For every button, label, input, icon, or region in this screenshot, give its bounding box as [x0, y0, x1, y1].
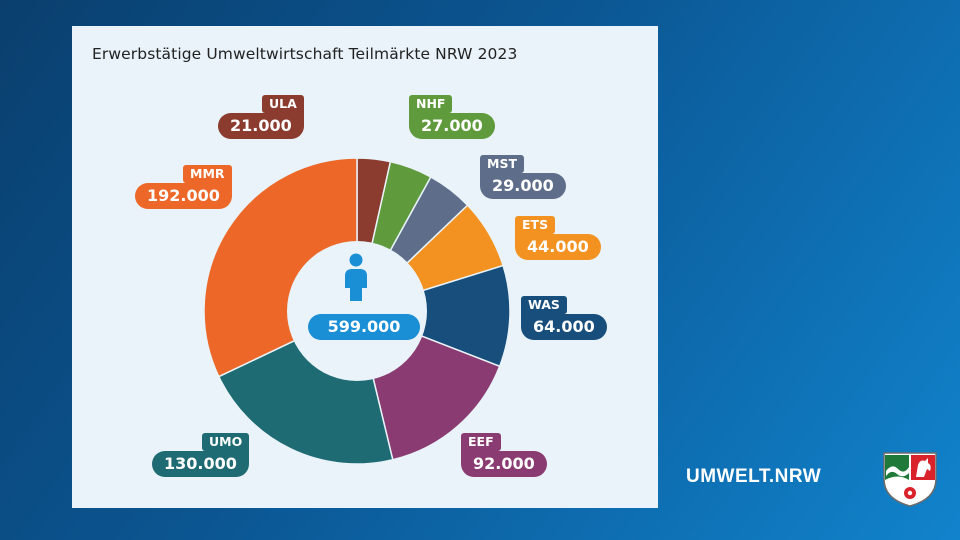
slice-label-umo: UMO [202, 433, 250, 451]
slice-value-ets: 44.000 [515, 234, 601, 260]
slice-was [354, 264, 511, 368]
slice-value-was: 64.000 [521, 314, 607, 340]
slice-value-umo: 130.000 [152, 451, 249, 477]
brand-name: UMWELT.NRW [686, 466, 822, 487]
slice-label-ets: ETS [515, 216, 556, 234]
chart-title: Erwerbstätige Umweltwirtschaft Teilmärkt… [92, 45, 518, 63]
donut-hole [287, 241, 427, 381]
slice-value-eef: 92.000 [461, 451, 547, 477]
slice-value-nhf: 27.000 [409, 113, 495, 139]
slice-label-mmr: MMR [183, 165, 232, 183]
chart-panel: Erwerbstätige Umweltwirtschaft Teilmärkt… [72, 26, 658, 508]
slice-value-mmr: 192.000 [135, 183, 232, 209]
total-value: 599.000 [308, 314, 420, 340]
slice-value-mst: 29.000 [480, 173, 566, 199]
donut-chart [203, 157, 511, 465]
slice-label-ula: ULA [262, 95, 304, 113]
slice-label-mst: MST [480, 155, 524, 173]
slice-label-was: WAS [521, 296, 567, 314]
slice-label-nhf: NHF [409, 95, 453, 113]
nrw-crest-icon [883, 452, 937, 507]
slice-value-ula: 21.000 [218, 113, 304, 139]
person-icon [345, 253, 367, 301]
slice-label-eef: EEF [461, 433, 501, 451]
